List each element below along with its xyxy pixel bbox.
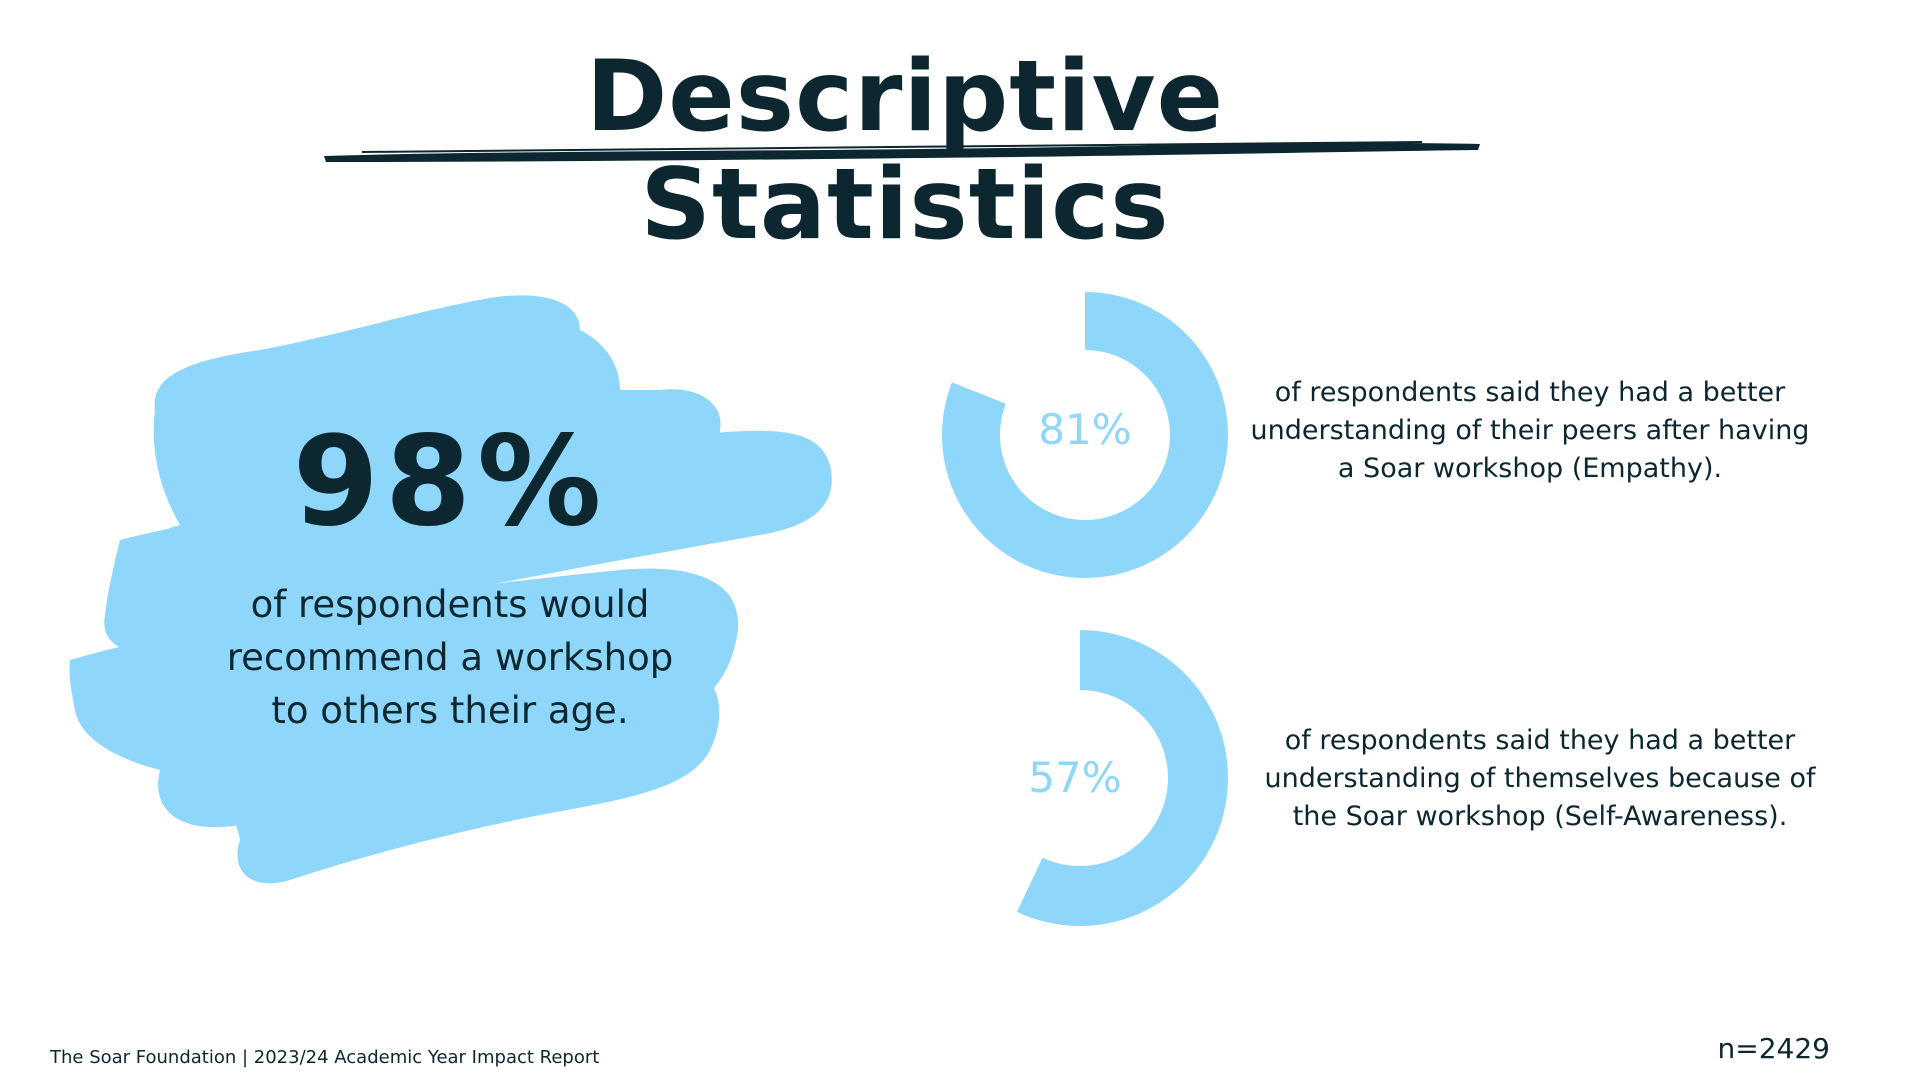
- self-awareness-desc-line-2: understanding of themselves because of: [1264, 763, 1816, 794]
- donut-label-self-awareness: 57%: [1028, 753, 1122, 802]
- footer-source: The Soar Foundation | 2023/24 Academic Y…: [50, 1047, 600, 1068]
- description-empathy: of respondents said they had a better un…: [1245, 374, 1815, 488]
- headline-stat-description: of respondents would recommend a worksho…: [200, 578, 700, 737]
- donut-arc-empathy: [942, 292, 1228, 578]
- donut-chart-self-awareness: [1016, 630, 1228, 926]
- description-self-awareness: of respondents said they had a better un…: [1255, 722, 1825, 836]
- page-title: Descriptive Statistics: [585, 40, 1225, 262]
- self-awareness-desc-line-1: of respondents said they had a better: [1284, 725, 1796, 756]
- title-brush-underline: [324, 141, 1480, 162]
- headline-desc-line-2: recommend a workshop: [226, 636, 674, 679]
- donut-chart-empathy: [942, 292, 1228, 578]
- headline-desc-line-3: to others their age.: [271, 689, 629, 732]
- headline-stat-value: 98%: [292, 410, 608, 554]
- empathy-desc-line-3: a Soar workshop (Empathy).: [1337, 453, 1723, 484]
- donut-arc-self-awareness: [1016, 630, 1228, 926]
- brush-stroke-background: [69, 295, 832, 884]
- self-awareness-desc-line-3: the Soar workshop (Self-Awareness).: [1292, 801, 1788, 832]
- empathy-desc-line-1: of respondents said they had a better: [1274, 377, 1786, 408]
- empathy-desc-line-2: understanding of their peers after havin…: [1250, 415, 1810, 446]
- donut-label-empathy: 81%: [1038, 405, 1132, 454]
- footer-sample-size: n=2429: [1717, 1032, 1830, 1065]
- headline-desc-line-1: of respondents would: [250, 583, 650, 626]
